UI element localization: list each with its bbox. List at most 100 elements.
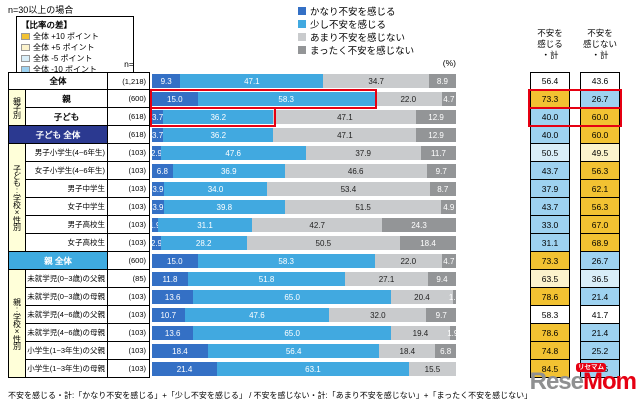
anxious-total-cell: 37.9 bbox=[530, 180, 570, 198]
bar-segment: 3.9 bbox=[152, 200, 164, 214]
anxious-total-cell: 58.3 bbox=[530, 306, 570, 324]
bar-segment: 18.4 bbox=[400, 236, 456, 250]
anxious-total-cell: 63.5 bbox=[530, 270, 570, 288]
anxious-total-cell: 40.0 bbox=[530, 108, 570, 126]
bar-segment-value: 2.9 bbox=[150, 238, 162, 248]
n-value: (103) bbox=[108, 360, 150, 378]
row-label: 小学生(1~3年生)の母親 bbox=[26, 360, 108, 378]
bar-segment-value: 8.9 bbox=[436, 76, 448, 86]
n-value: (103) bbox=[108, 180, 150, 198]
series-legend: かなり不安を感じる 少し不安を感じる あまり不安を感じない まったく不安を感じない bbox=[298, 4, 414, 57]
bar-segment-value: 10.7 bbox=[160, 310, 177, 320]
bar-segment: 27.1 bbox=[345, 272, 428, 286]
bar-segment: 51.8 bbox=[187, 272, 346, 286]
bar-segment-value: 18.4 bbox=[172, 346, 188, 356]
bar-segment: 12.9 bbox=[416, 110, 456, 124]
n-value: (103) bbox=[108, 216, 150, 234]
bar-row: 3.9 39.8 51.5 4.9 bbox=[152, 198, 457, 216]
n-value: (600) bbox=[108, 252, 150, 270]
bar-row: 2.9 28.2 50.5 18.4 bbox=[150, 234, 456, 252]
n-value: (103) bbox=[108, 162, 150, 180]
row-label: 男子小学生(4~6年生) bbox=[26, 144, 108, 162]
row-label: 子ども bbox=[26, 108, 108, 126]
not-anxious-total-cell: 21.4 bbox=[580, 324, 620, 342]
not-anxious-total-cell: 60.0 bbox=[580, 108, 620, 126]
bar-segment-value: 13.6 bbox=[164, 328, 181, 338]
bar-segment-value: 2.9 bbox=[150, 148, 162, 158]
bar-segment-value: 37.9 bbox=[355, 148, 371, 158]
stacked-bar: 2.9 47.6 37.9 11.7 bbox=[150, 146, 457, 160]
bar-segment-value: 47.6 bbox=[249, 310, 265, 320]
bar-segment-value: 13.6 bbox=[164, 292, 181, 302]
row-label: 未就学児(0~3歳)の母親 bbox=[26, 288, 108, 306]
bar-segment: 36.2 bbox=[163, 110, 274, 124]
n-value: (600) bbox=[108, 90, 150, 108]
bar-row: 15.0 58.3 22.0 4.7 bbox=[152, 252, 456, 270]
bar-segment-value: 42.7 bbox=[309, 220, 325, 230]
bar-row: 11.8 51.8 27.1 9.4 bbox=[152, 270, 457, 288]
legend-label: かなり不安を感じる bbox=[310, 6, 396, 18]
n-value: (618) bbox=[108, 108, 150, 126]
stacked-bar: 1.9 31.1 42.7 24.3 bbox=[149, 218, 456, 232]
bar-segment: 4.9 bbox=[441, 200, 457, 214]
bar-segment-value: 65.0 bbox=[284, 292, 300, 302]
bar-row: 1.9 31.1 42.7 24.3 bbox=[149, 216, 456, 234]
difference-legend: 【比率の差】 全体 +10 ポイント 全体 +5 ポイント 全体 -5 ポイント 全体… bbox=[16, 16, 134, 78]
anxious-total-cell: 84.5 bbox=[530, 360, 570, 378]
bar-segment: 11.7 bbox=[420, 146, 457, 160]
row-label: 未就学児(4~6歳)の母親 bbox=[26, 324, 108, 342]
bar-segment-value: 39.8 bbox=[216, 202, 233, 212]
bar-segment: 50.5 bbox=[246, 236, 401, 250]
bar-segment: 12.9 bbox=[416, 128, 456, 142]
bar-segment: 15.5 bbox=[408, 362, 456, 376]
bar-segment-value: 15.0 bbox=[167, 94, 183, 104]
bar-segment-value: 50.5 bbox=[315, 238, 332, 248]
bar-segment: 9.4 bbox=[427, 272, 457, 286]
difference-legend-label: 全体 -5 ポイント bbox=[33, 54, 93, 63]
bar-segment: 18.4 bbox=[379, 344, 436, 358]
stacked-bar: 13.6 65.0 20.4 1.0 bbox=[152, 290, 460, 304]
not-anxious-total-cell: 41.7 bbox=[580, 306, 620, 324]
bar-segment: 13.6 bbox=[152, 290, 194, 304]
bar-segment-value: 20.4 bbox=[414, 292, 430, 302]
bar-segment: 4.7 bbox=[441, 92, 456, 106]
bar-row: 6.8 36.9 46.6 9.7 bbox=[152, 162, 456, 180]
sample-size-note: n=30以上の場合 bbox=[8, 5, 74, 15]
resemom-logo: リセマム ReseMom bbox=[530, 363, 637, 395]
legend-swatch bbox=[298, 32, 306, 41]
bar-segment: 22.0 bbox=[374, 92, 442, 106]
stacked-bar: 21.4 63.1 15.5 bbox=[152, 362, 456, 376]
not-anxious-total-cell: 67.0 bbox=[580, 216, 620, 234]
bar-segment: 58.3 bbox=[197, 254, 375, 268]
bar-row: 3.7 36.2 47.1 12.9 bbox=[152, 108, 456, 126]
bar-segment: 65.0 bbox=[193, 290, 391, 304]
legend-label: 少し不安を感じる bbox=[310, 19, 387, 31]
bar-row: 3.7 36.2 47.1 12.9 bbox=[152, 126, 456, 144]
bar-segment-value: 9.4 bbox=[436, 274, 448, 284]
bar-segment: 47.1 bbox=[273, 128, 417, 142]
bar-segment-value: 11.7 bbox=[431, 148, 446, 158]
bar-segment-value: 53.4 bbox=[340, 184, 357, 194]
bar-segment-value: 36.9 bbox=[220, 166, 237, 176]
bar-segment-value: 9.7 bbox=[435, 310, 447, 320]
stacked-bar: 15.0 58.3 22.0 4.7 bbox=[152, 92, 456, 106]
logo-tag: リセマム bbox=[576, 363, 606, 373]
bar-segment: 15.0 bbox=[152, 254, 198, 268]
bar-segment: 34.0 bbox=[163, 182, 268, 196]
bar-segment-value: 1.9 bbox=[447, 328, 459, 338]
stacked-bar: 3.7 36.2 47.1 12.9 bbox=[152, 110, 456, 124]
bar-segment: 31.1 bbox=[157, 218, 253, 232]
bar-segment: 36.2 bbox=[163, 128, 274, 142]
bar-segment-value: 24.3 bbox=[411, 220, 427, 230]
bar-segment: 2.9 bbox=[150, 146, 162, 160]
not-anxious-total-cell: 56.3 bbox=[580, 162, 620, 180]
stacked-bar-table: 全体 (1,218) 9.3 47.1 34.7 8.9 56.4 43.6 親子別親 (600)… bbox=[8, 72, 620, 378]
bar-segment: 18.4 bbox=[152, 344, 208, 358]
bar-segment: 22.0 bbox=[374, 254, 442, 268]
bar-segment-value: 1.9 bbox=[149, 220, 161, 230]
anxious-total-cell: 56.4 bbox=[530, 72, 570, 90]
n-value: (618) bbox=[108, 126, 150, 144]
row-label: 女子中学生 bbox=[26, 198, 108, 216]
anxious-total-header: 不安を 感じる ・計 bbox=[537, 28, 563, 60]
bar-segment-value: 32.0 bbox=[370, 310, 386, 320]
